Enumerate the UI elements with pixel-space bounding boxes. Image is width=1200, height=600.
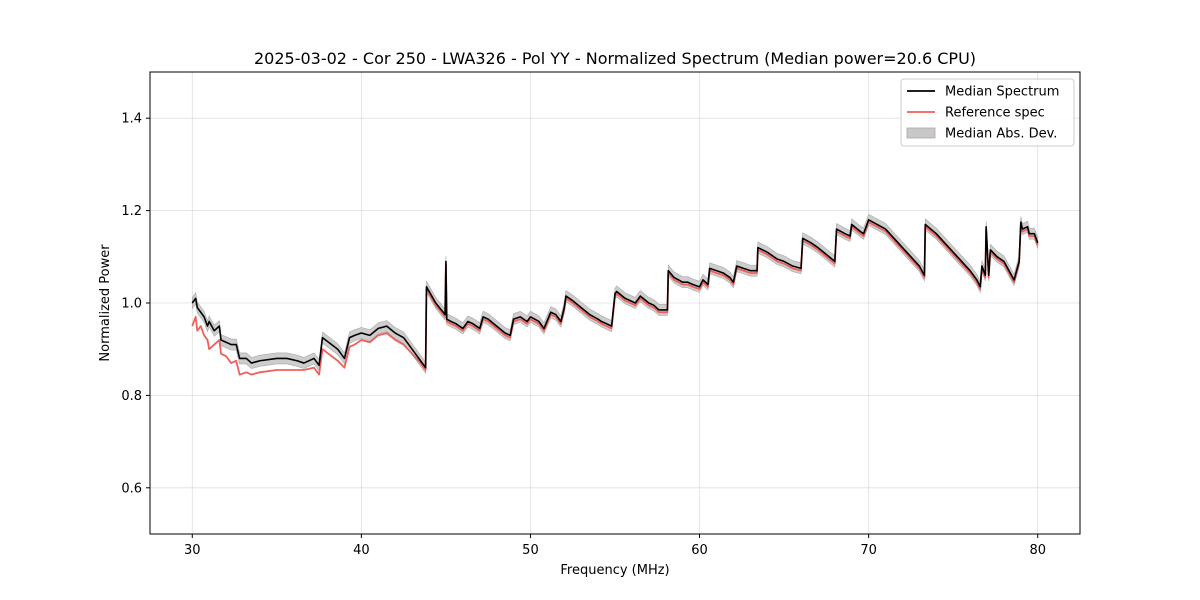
legend-label: Reference spec <box>945 106 1045 121</box>
legend-label: Median Spectrum <box>945 85 1059 100</box>
x-tick-label: 50 <box>522 543 539 558</box>
y-tick-label: 0.8 <box>121 389 142 404</box>
series-layer <box>191 219 1039 376</box>
legend-label: Median Abs. Dev. <box>945 127 1057 142</box>
x-tick-label: 60 <box>691 543 708 558</box>
legend-swatch-patch <box>906 127 936 139</box>
legend: Median Spectrum Reference spec Median Abs.… <box>900 78 1075 147</box>
x-tick-label: 40 <box>353 543 370 558</box>
median-spectrum-line <box>191 219 1039 369</box>
x-tick-label: 80 <box>1029 543 1046 558</box>
reference-spectrum-line <box>191 221 1039 376</box>
y-tick-label: 0.6 <box>121 481 142 496</box>
x-tick-label: 30 <box>184 543 201 558</box>
tick-layer: 30 40 50 60 70 80 0.6 0.8 1.0 1.2 1.4 <box>121 112 1046 558</box>
x-tick-label: 70 <box>860 543 877 558</box>
x-axis-label: Frequency (MHz) <box>560 563 669 578</box>
y-axis-label: Normalized Power <box>98 244 113 362</box>
chart-title: 2025-03-02 - Cor 250 - LWA326 - Pol YY -… <box>254 49 976 68</box>
y-tick-label: 1.4 <box>121 112 142 127</box>
legend-frame <box>900 78 1075 147</box>
y-tick-label: 1.2 <box>121 204 142 219</box>
y-tick-label: 1.0 <box>121 297 142 312</box>
